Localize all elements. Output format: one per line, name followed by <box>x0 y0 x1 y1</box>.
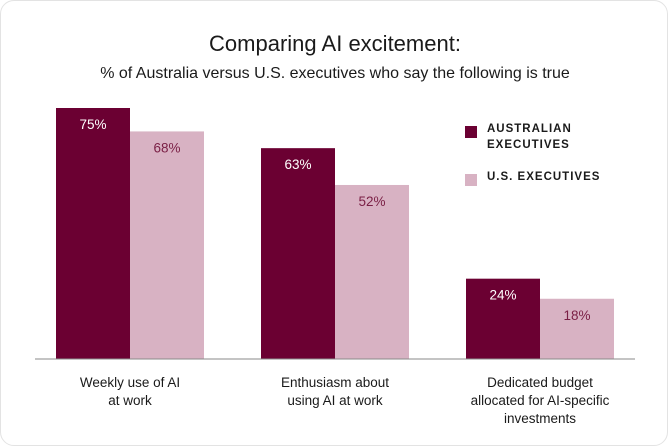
data-label-us-2: 18% <box>563 308 590 323</box>
category-label-line: at work <box>108 393 152 408</box>
bar-us-1 <box>335 184 409 359</box>
data-label-australian-1: 63% <box>284 157 311 172</box>
category-label-line: Weekly use of AI <box>80 375 180 390</box>
legend-item-us: U.S. EXECUTIVES <box>465 169 607 186</box>
category-label-line: Enthusiasm about <box>281 375 389 390</box>
legend-swatch-us <box>465 174 477 186</box>
legend: AUSTRALIAN EXECUTIVES U.S. EXECUTIVES <box>465 121 607 202</box>
data-label-australian-0: 75% <box>79 117 106 132</box>
bar-us-0 <box>130 131 204 359</box>
legend-label-australian: AUSTRALIAN EXECUTIVES <box>487 123 572 151</box>
data-label-australian-2: 24% <box>489 288 516 303</box>
category-label-1: Enthusiasm about using AI at work <box>281 375 389 408</box>
category-label-line: Dedicated budget <box>487 375 593 390</box>
bars-layer <box>56 108 614 359</box>
bar-australian-0 <box>56 108 130 359</box>
bar-australian-1 <box>261 148 335 359</box>
legend-item-australian: AUSTRALIAN EXECUTIVES <box>465 121 607 153</box>
bar-us-2 <box>540 298 614 359</box>
legend-swatch-australian <box>465 126 477 138</box>
chart-subtitle: % of Australia versus U.S. executives wh… <box>100 65 570 82</box>
labels-layer: 75% 63% 24% 68% 52% 18% Weekly use of AI at wor… <box>79 117 609 426</box>
category-label-line: investments <box>504 411 576 426</box>
data-label-us-1: 52% <box>358 194 385 209</box>
category-label-line: allocated for AI-specific <box>471 393 610 408</box>
category-label-line: using AI at work <box>287 393 383 408</box>
chart-title: Comparing AI excitement: <box>209 31 461 56</box>
legend-label-us: U.S. EXECUTIVES <box>487 171 601 183</box>
data-label-us-0: 68% <box>153 140 180 155</box>
category-label-2: Dedicated budget allocated for AI-specifi… <box>471 375 610 426</box>
category-label-0: Weekly use of AI at work <box>80 375 180 408</box>
bar-australian-2 <box>466 278 540 359</box>
